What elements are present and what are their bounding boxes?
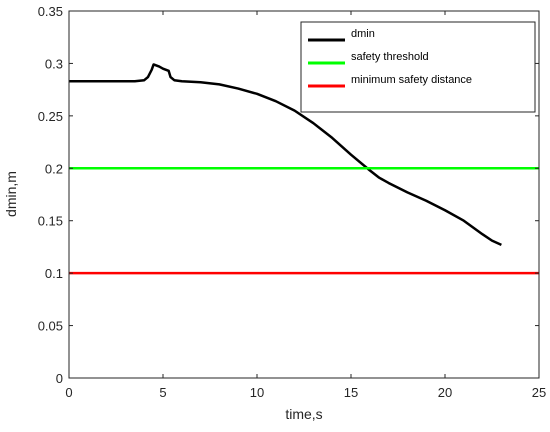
ticks-layer	[68, 10, 540, 379]
x-tick-label: 10	[250, 385, 264, 400]
y-tick-label: 0.2	[45, 161, 63, 176]
legend-label-minimum-safety-distance: minimum safety distance	[351, 74, 472, 86]
plot-frame	[68, 10, 540, 379]
x-axis-label: time,s	[285, 406, 322, 422]
legend-label-dmin: dmin	[351, 28, 375, 40]
x-tick-label: 15	[344, 385, 358, 400]
x-tick-label: 5	[159, 385, 166, 400]
y-tick-label: 0.35	[38, 4, 63, 19]
y-tick-label: 0.1	[45, 266, 63, 281]
y-tick-label: 0.05	[38, 319, 63, 334]
y-tick-label: 0.25	[38, 109, 63, 124]
series-line-dmin	[69, 63, 502, 246]
tick-labels-layer: 0 5 10 15 20 25 0 0.05 0.1 0.15 0.2 0.25 0.3 0.35	[38, 4, 547, 400]
y-tick-label: 0.15	[38, 214, 63, 229]
series-layer	[69, 63, 539, 275]
legend-box	[300, 21, 536, 113]
x-tick-label: 0	[65, 385, 72, 400]
legend: dmin safety threshold minimum safety dis…	[300, 21, 536, 113]
legend-label-safety-threshold: safety threshold	[351, 51, 429, 63]
x-tick-label: 20	[438, 385, 452, 400]
y-tick-label: 0.3	[45, 56, 63, 71]
x-tick-label: 25	[532, 385, 546, 400]
y-tick-label: 0	[56, 371, 63, 386]
y-axis-label: dmin,m	[3, 171, 19, 217]
